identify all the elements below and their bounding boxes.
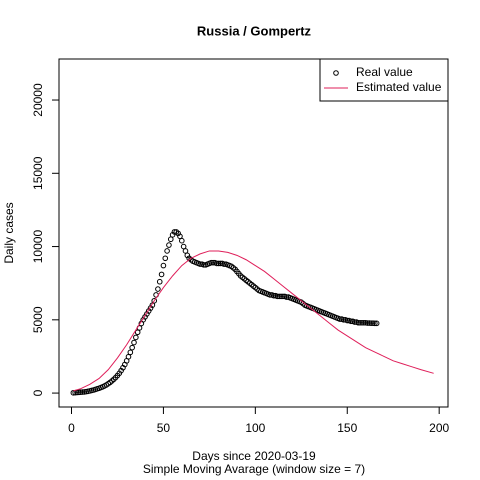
data-point xyxy=(368,320,374,326)
data-point xyxy=(344,317,351,324)
data-point xyxy=(337,316,343,322)
data-point xyxy=(151,297,158,304)
legend-symbol xyxy=(333,70,339,76)
data-point xyxy=(364,320,371,326)
data-point xyxy=(127,349,134,356)
data-point xyxy=(131,339,137,346)
data-point xyxy=(340,317,347,323)
data-point xyxy=(76,389,82,396)
data-point xyxy=(370,320,376,326)
data-point xyxy=(158,271,165,278)
legend-label: Real value xyxy=(356,65,413,79)
data-point xyxy=(357,319,363,326)
y-axis-label: Daily cases xyxy=(2,202,16,263)
legend-label: Estimated value xyxy=(356,80,442,94)
y-tick-label: 0 xyxy=(31,389,45,396)
data-point xyxy=(359,319,365,326)
x-tick-label: 150 xyxy=(337,421,357,435)
data-point xyxy=(155,286,161,292)
data-point xyxy=(129,344,135,351)
data-point xyxy=(197,261,203,267)
data-point xyxy=(162,255,169,262)
subtitle: Simple Moving Avarage (window size = 7) xyxy=(143,462,365,476)
x-tick-label: 0 xyxy=(68,421,75,435)
data-point xyxy=(366,320,373,326)
y-tick-label: 20000 xyxy=(31,83,45,117)
data-point xyxy=(270,292,277,299)
data-point xyxy=(355,319,362,326)
data-point xyxy=(77,389,84,396)
data-point xyxy=(133,334,139,341)
data-point xyxy=(179,237,185,244)
data-point xyxy=(372,320,378,327)
data-point xyxy=(276,293,283,300)
data-point xyxy=(208,259,215,266)
data-point xyxy=(160,262,167,269)
data-point xyxy=(213,260,220,267)
x-tick-label: 100 xyxy=(245,421,265,435)
data-point xyxy=(210,259,216,266)
data-point xyxy=(79,389,86,395)
data-point xyxy=(351,319,358,325)
data-point xyxy=(361,319,367,326)
chart-title: Russia / Gompertz xyxy=(197,23,312,38)
estimated-line xyxy=(73,250,434,392)
data-point xyxy=(164,248,170,254)
data-point xyxy=(280,293,286,300)
data-point xyxy=(267,292,273,298)
y-tick-label: 15000 xyxy=(31,156,45,190)
data-point xyxy=(373,320,380,327)
y-tick-label: 5000 xyxy=(31,306,45,333)
data-point xyxy=(217,260,224,267)
legend-box xyxy=(319,58,449,102)
y-tick-label: 10000 xyxy=(31,230,45,264)
data-point xyxy=(215,260,222,267)
x-axis-label: Days since 2020-03-19 xyxy=(192,449,316,463)
data-point xyxy=(201,262,207,268)
x-tick-label: 200 xyxy=(429,421,449,435)
data-point xyxy=(221,261,227,267)
data-point xyxy=(274,293,281,300)
data-point xyxy=(166,242,172,248)
data-point xyxy=(283,294,290,300)
data-point xyxy=(348,318,354,325)
data-point xyxy=(278,293,284,300)
x-tick-label: 50 xyxy=(157,421,171,435)
data-point xyxy=(156,278,163,285)
